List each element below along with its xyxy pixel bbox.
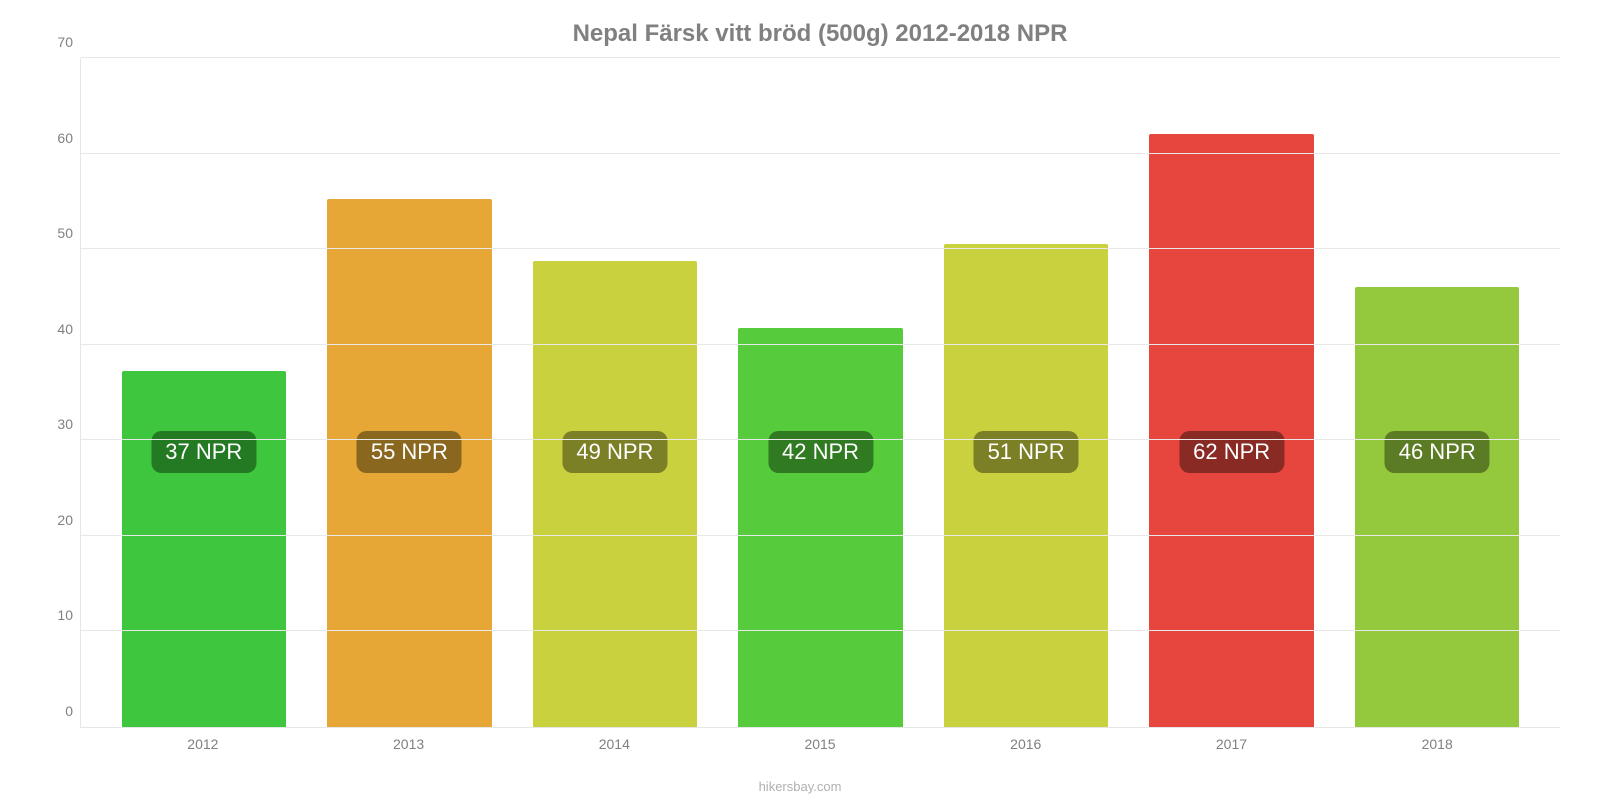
bar-slot: 42 NPR: [718, 58, 924, 727]
x-tick-label: 2017: [1129, 736, 1335, 752]
chart-container: Nepal Färsk vitt bröd (500g) 2012-2018 N…: [0, 0, 1600, 800]
value-badge: 49 NPR: [562, 431, 667, 473]
bar-slot: 37 NPR: [101, 58, 307, 727]
bar: [944, 244, 1108, 727]
value-badge: 62 NPR: [1179, 431, 1284, 473]
bar-slot: 62 NPR: [1129, 58, 1335, 727]
y-tick-label: 20: [41, 512, 73, 528]
x-tick-label: 2013: [306, 736, 512, 752]
bars-group: 37 NPR 55 NPR 49 NPR 42 NPR 51 NPR 62 NPR 46 N…: [81, 58, 1560, 727]
bar: [122, 371, 286, 727]
bar: [1355, 287, 1519, 727]
bar: [533, 261, 697, 727]
x-axis-labels: 2012201320142015201620172018: [80, 728, 1560, 752]
value-badge: 55 NPR: [357, 431, 462, 473]
plot-area: 37 NPR 55 NPR 49 NPR 42 NPR 51 NPR 62 NPR 46 N…: [80, 58, 1560, 728]
bar-slot: 51 NPR: [923, 58, 1129, 727]
gridline: [81, 57, 1560, 58]
x-tick-label: 2018: [1334, 736, 1540, 752]
y-tick-label: 60: [41, 130, 73, 146]
credit-text: hikersbay.com: [0, 779, 1600, 794]
value-badge: 37 NPR: [151, 431, 256, 473]
y-tick-label: 30: [41, 416, 73, 432]
bar: [738, 328, 902, 727]
y-tick-label: 40: [41, 321, 73, 337]
value-badge: 46 NPR: [1385, 431, 1490, 473]
x-tick-label: 2015: [717, 736, 923, 752]
gridline: [81, 630, 1560, 631]
y-tick-label: 10: [41, 607, 73, 623]
x-tick-label: 2014: [511, 736, 717, 752]
y-tick-label: 70: [41, 34, 73, 50]
bar-slot: 46 NPR: [1334, 58, 1540, 727]
gridline: [81, 153, 1560, 154]
gridline: [81, 535, 1560, 536]
gridline: [81, 344, 1560, 345]
bar-slot: 49 NPR: [512, 58, 718, 727]
gridline: [81, 248, 1560, 249]
y-tick-label: 50: [41, 225, 73, 241]
value-badge: 42 NPR: [768, 431, 873, 473]
value-badge: 51 NPR: [974, 431, 1079, 473]
x-tick-label: 2012: [100, 736, 306, 752]
gridline: [81, 439, 1560, 440]
chart-title: Nepal Färsk vitt bröd (500g) 2012-2018 N…: [80, 20, 1560, 48]
y-tick-label: 0: [41, 703, 73, 719]
bar-slot: 55 NPR: [307, 58, 513, 727]
x-tick-label: 2016: [923, 736, 1129, 752]
